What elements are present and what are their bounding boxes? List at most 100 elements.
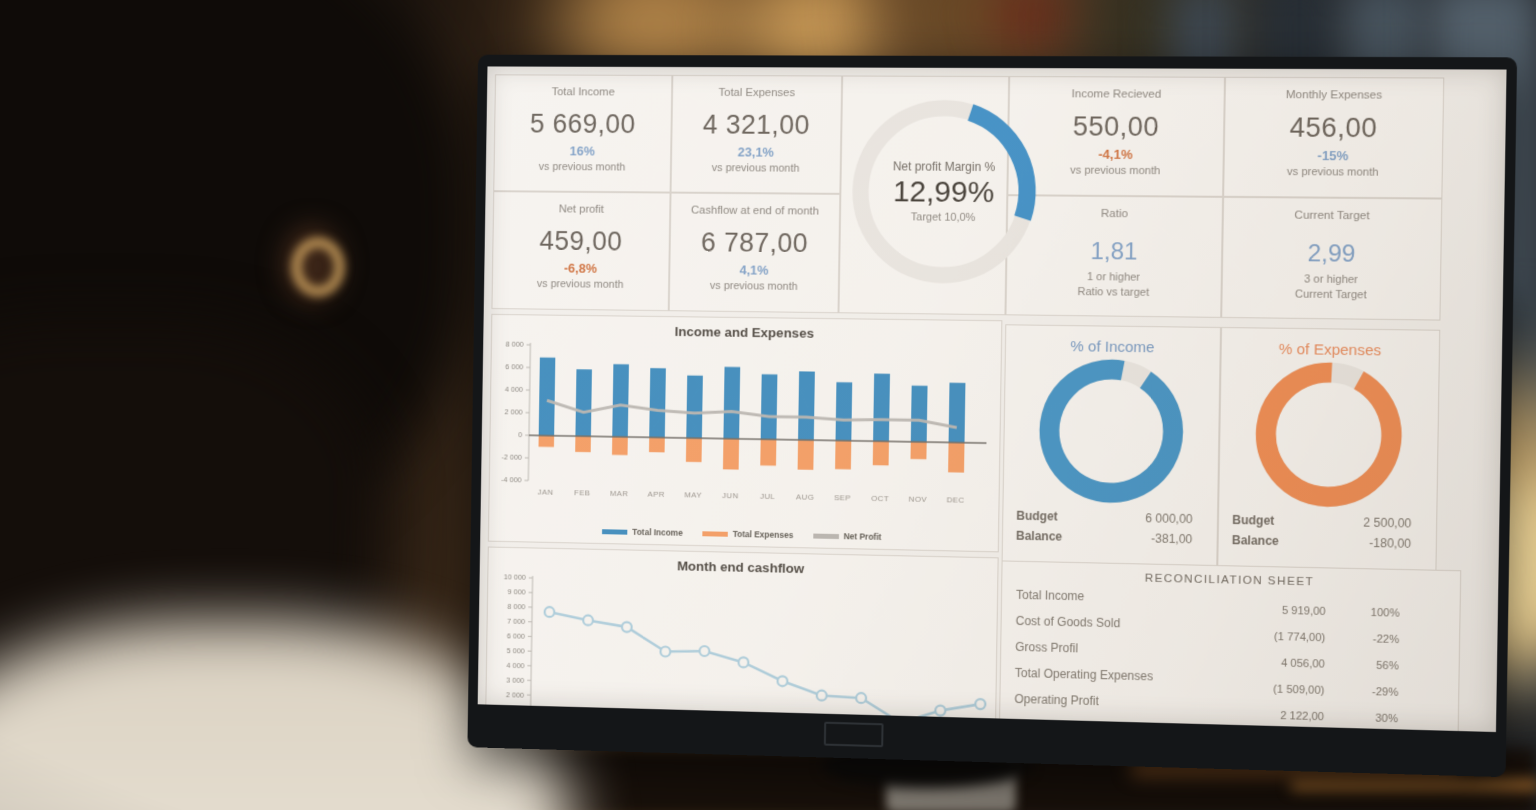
svg-text:6 000: 6 000 (505, 363, 523, 372)
kpi-label: Ratio (1100, 207, 1129, 221)
svg-text:-4 000: -4 000 (501, 476, 522, 485)
kpi-note: 1 or higher Ratio vs target (1077, 271, 1150, 299)
svg-text:JAN: JAN (538, 488, 554, 497)
kpi-label: Income Recieved (1071, 88, 1162, 101)
kpi-note: vs previous month (1286, 165, 1379, 179)
pct-of-expenses-donut (1253, 360, 1405, 510)
svg-text:4 000: 4 000 (505, 385, 523, 394)
recon-pct: 30% (1375, 712, 1399, 726)
svg-text:-2 000: -2 000 (501, 453, 522, 462)
svg-text:OCT: OCT (871, 494, 889, 503)
svg-text:0: 0 (518, 431, 522, 440)
donut-title: % of Expenses (1278, 340, 1382, 360)
donut-title: % of Income (1070, 338, 1155, 357)
kpi-label: Net profit (558, 203, 605, 216)
svg-text:2 000: 2 000 (506, 690, 524, 699)
svg-text:3 000: 3 000 (506, 675, 524, 684)
legend-item: Total Expenses (702, 528, 793, 540)
recon-value: 4 056,00 (1280, 657, 1325, 671)
balance-row: Balance -381,00 (1015, 528, 1193, 547)
monitor-logo (823, 721, 884, 748)
pct-of-income-panel: % of Income Budget 6 000,00 Balance -381… (1001, 324, 1222, 576)
svg-text:JUN: JUN (722, 491, 739, 500)
reconciliation-rows: Total Income 5 919,00 100% Cost of Goods So… (1000, 587, 1460, 730)
legend-item: Total Income (602, 526, 683, 538)
kpi-delta: -4,1% (1098, 146, 1133, 162)
recon-value: (1 774,00) (1273, 630, 1326, 645)
svg-text:MAY: MAY (684, 490, 702, 499)
dashboard-screen: Total Income 5 669,00 16% vs previous mo… (477, 66, 1507, 733)
budget-row: Budget 6 000,00 (1016, 508, 1193, 527)
svg-text:8 000: 8 000 (506, 340, 524, 349)
desk-highlight (1290, 780, 1536, 790)
svg-text:MAR: MAR (610, 489, 629, 498)
recon-pct: -22% (1372, 633, 1400, 647)
svg-text:JUL: JUL (760, 492, 775, 501)
gauge-label: Net profit Margin % (892, 159, 996, 175)
gold-earring (292, 238, 344, 296)
recon-pct: 56% (1376, 659, 1399, 673)
kpi-note: vs previous month (711, 162, 800, 175)
kpi-delta: 23,1% (737, 144, 775, 160)
kpi-note: vs previous month (1070, 164, 1161, 178)
svg-text:FEB: FEB (574, 488, 590, 497)
svg-text:SEP: SEP (834, 493, 851, 502)
monitor: Total Income 5 669,00 16% vs previous mo… (467, 54, 1518, 778)
kpi-note: vs previous month (536, 278, 624, 291)
svg-text:7 000: 7 000 (507, 617, 525, 626)
month-end-cashflow-chart: 10 000 9 000 8 000 7 000 6 000 5 000 4 000 3 00… (504, 573, 994, 730)
svg-text:4 000: 4 000 (506, 661, 524, 670)
net-profit-margin-gauge: Net profit Margin % 12,99% Target 10,0% (841, 89, 1047, 294)
budget-row: Budget 2 500,00 (1232, 512, 1412, 531)
kpi-note: vs previous month (538, 161, 626, 174)
kpi-value: 6 787,00 (700, 227, 809, 259)
kpi-delta: -15% (1317, 147, 1349, 164)
balance-row: Balance -180,00 (1231, 533, 1412, 551)
svg-text:1 000: 1 000 (506, 704, 524, 713)
svg-text:NOV: NOV (909, 495, 928, 504)
kpi-tile-net-profit: Net profit 459,00 -6,8% vs previous mont… (491, 191, 671, 312)
kpi-tile-current-target: Current Target 2,99 3 or higher Current T… (1221, 196, 1443, 321)
svg-text:AUG: AUG (796, 492, 814, 501)
income-expenses-bar-chart: 8 000 6 000 4 000 2 000 0 -2 000 -4 000 JAN FEB M… (501, 340, 998, 505)
kpi-value: 5 669,00 (529, 108, 636, 139)
kpi-delta: 4,1% (739, 262, 769, 278)
recon-value: 2 122,00 (1280, 709, 1325, 724)
kpi-tile-total-expenses: Total Expenses 4 321,00 23,1% vs previou… (670, 74, 843, 194)
kpi-label: Cashflow at end of month (690, 204, 820, 218)
kpi-delta: -6,8% (563, 260, 598, 276)
kpi-note: vs previous month (709, 279, 798, 293)
svg-text:5 000: 5 000 (507, 646, 525, 655)
kpi-value: 459,00 (539, 225, 623, 257)
chart-legend: Total Income Total Expenses Net Profit (489, 524, 998, 544)
kpi-value: 550,00 (1072, 111, 1160, 142)
reconciliation-panel: RECONCILIATION SHEET Total Income 5 919,0… (998, 560, 1462, 733)
svg-text:DEC: DEC (947, 495, 965, 504)
svg-text:6 000: 6 000 (507, 631, 525, 640)
cashflow-chart-panel: Month end cashflow 10 000 9 000 8 000 7 000… (484, 546, 999, 733)
kpi-delta: 16% (569, 143, 595, 159)
legend-swatch-total-income (602, 528, 628, 535)
kpi-label: Current Target (1294, 209, 1370, 223)
kpi-value: 4 321,00 (702, 109, 811, 140)
svg-text:2 000: 2 000 (504, 408, 522, 417)
legend-item: Net Profit (812, 531, 881, 542)
recon-value: 5 919,00 (1281, 604, 1326, 619)
recon-value: (1 509,00) (1273, 683, 1325, 697)
kpi-value: 2,99 (1307, 240, 1356, 268)
kpi-value: 1,81 (1090, 237, 1138, 266)
kpi-note: 3 or higher Current Target (1294, 273, 1367, 302)
kpi-value: 456,00 (1289, 112, 1378, 144)
kpi-tile-monthly-expenses: Monthly Expenses 456,00 -15% vs previous… (1223, 76, 1445, 199)
recon-pct: 100% (1370, 606, 1400, 620)
gauge-value: 12,99% (892, 175, 995, 210)
svg-text:8 000: 8 000 (507, 602, 525, 611)
income-expenses-chart-panel: Income and Expenses 8 000 6 000 4 000 2 000… (487, 313, 1003, 553)
kpi-tile-total-income: Total Income 5 669,00 16% vs previous mo… (493, 74, 673, 193)
kpi-label: Total Expenses (718, 86, 796, 100)
legend-swatch-net-profit (812, 533, 839, 539)
pct-of-income-donut (1037, 357, 1186, 506)
kpi-label: Total Income (551, 86, 615, 99)
recon-pct: -29% (1371, 686, 1399, 699)
